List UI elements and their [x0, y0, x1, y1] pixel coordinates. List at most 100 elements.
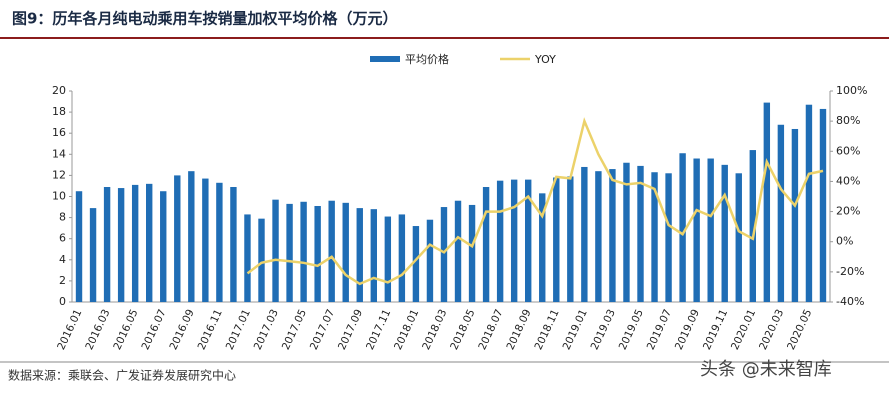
bar — [693, 158, 700, 302]
bar — [721, 164, 728, 302]
x-tick-label: 2017.07 — [308, 307, 337, 351]
y-tick-label: 18 — [52, 105, 66, 118]
x-tick-label: 2020.01 — [729, 307, 758, 351]
source: 数据来源：乘联会、广发证券发展研究中心 — [8, 368, 236, 383]
y2-tick-label: 80% — [836, 114, 860, 127]
bar — [174, 175, 181, 302]
bar — [510, 179, 518, 302]
y2-tick-label: 0% — [836, 235, 853, 248]
x-tick-label: 2018.11 — [532, 307, 561, 351]
y2-tick-label: -20% — [836, 265, 864, 278]
bar — [525, 179, 532, 302]
bar — [356, 208, 363, 302]
y-tick-label: 10 — [52, 190, 66, 203]
x-tick-label: 2017.09 — [336, 307, 365, 351]
x-tick-label: 2016.07 — [139, 307, 168, 351]
bar — [216, 182, 223, 302]
x-tick-label: 2018.03 — [420, 307, 449, 351]
bar — [567, 176, 574, 302]
y2-tick-label: 40% — [836, 174, 860, 187]
y-tick-label: 8 — [59, 211, 66, 224]
x-tick-label: 2020.05 — [785, 307, 814, 351]
bar — [539, 193, 546, 302]
bar — [131, 184, 139, 302]
bar — [735, 173, 742, 302]
bar — [314, 205, 321, 302]
bar — [272, 199, 279, 302]
bar — [777, 124, 785, 302]
x-tick-label: 2019.01 — [561, 307, 590, 351]
x-tick-label: 2019.11 — [701, 307, 730, 351]
bar — [103, 187, 111, 302]
bar — [117, 188, 125, 302]
x-tick-label: 2019.07 — [645, 307, 674, 351]
bar — [440, 207, 448, 302]
y2-tick-label: 20% — [836, 205, 860, 218]
y-tick-label: 2 — [59, 274, 66, 287]
bar — [763, 102, 771, 302]
x-tick-label: 2017.01 — [224, 307, 253, 351]
bar — [581, 166, 588, 302]
bar — [258, 218, 265, 302]
watermark: 头条 @未来智库 — [700, 359, 832, 380]
x-tick-label: 2019.09 — [673, 307, 702, 351]
bar — [468, 204, 476, 302]
bar — [665, 173, 672, 302]
y-tick-label: 0 — [59, 295, 66, 308]
x-tick-label: 2018.07 — [476, 307, 505, 351]
bar — [791, 128, 799, 302]
bar — [202, 178, 209, 302]
bar — [749, 150, 756, 302]
bar — [75, 191, 83, 302]
y-tick-label: 12 — [52, 168, 66, 181]
y2-tick-label: 100% — [836, 84, 867, 97]
bar — [496, 180, 504, 302]
bar — [482, 187, 490, 302]
y-tick-label: 4 — [59, 253, 66, 266]
bar — [398, 214, 406, 302]
bar — [805, 104, 813, 302]
x-tick-label: 2016.09 — [168, 307, 197, 351]
line — [246, 117, 824, 286]
y-tick-label: 16 — [52, 126, 66, 139]
bar — [300, 201, 307, 302]
bar — [609, 169, 616, 302]
bar — [553, 177, 560, 302]
x-tick-label: 2020.03 — [757, 307, 786, 351]
x-tick-label: 2016.05 — [111, 307, 140, 351]
x-tick-label: 2019.03 — [589, 307, 618, 351]
y-tick-label: 14 — [52, 147, 66, 160]
bar — [146, 183, 153, 302]
x-tick-label: 2018.09 — [504, 307, 533, 351]
legend-swatch — [370, 56, 400, 62]
x-tick-label: 2017.05 — [280, 307, 309, 351]
bar — [595, 171, 602, 302]
bar — [244, 214, 251, 302]
bar — [89, 208, 97, 302]
x-tick-label: 2017.03 — [252, 307, 281, 351]
x-tick-label: 2019.05 — [617, 307, 646, 351]
x-tick-label: 2017.11 — [364, 307, 393, 351]
bar — [679, 153, 686, 302]
x-tick-label: 2018.01 — [392, 307, 421, 351]
bar — [370, 209, 377, 302]
x-tick-label: 2016.11 — [196, 307, 225, 351]
y2-tick-label: -40% — [836, 295, 864, 308]
x-tick-label: 2016.01 — [55, 307, 84, 351]
y-tick-label: 20 — [52, 84, 66, 97]
bar — [412, 226, 420, 302]
x-tick-label: 2018.05 — [448, 307, 477, 351]
chart-title: 图9：历年各月纯电动乘用车按销量加权平均价格（万元） — [12, 10, 397, 28]
bar — [342, 202, 349, 302]
bar — [188, 171, 195, 302]
legend-label: 平均价格 — [405, 52, 449, 66]
bar — [819, 108, 827, 302]
bar — [707, 158, 714, 302]
y-tick-label: 6 — [59, 232, 66, 245]
bar — [426, 219, 434, 302]
bar — [160, 191, 167, 302]
bar — [637, 165, 644, 302]
y2-tick-label: 60% — [836, 144, 860, 157]
bar — [651, 172, 658, 302]
